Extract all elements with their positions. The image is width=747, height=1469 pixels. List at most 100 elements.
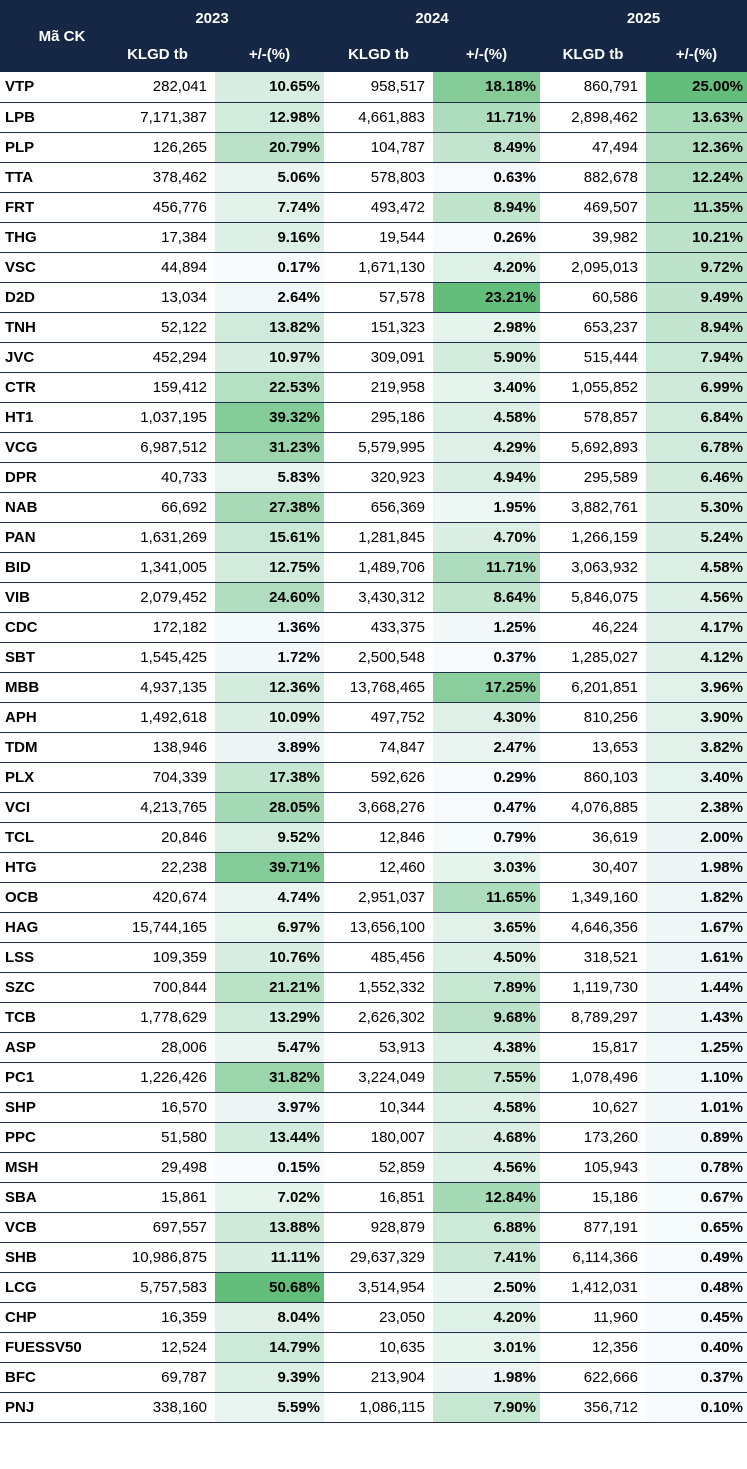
volume-2024-cell: 1,489,706 bbox=[324, 552, 433, 583]
change-2024-cell: 0.37% bbox=[433, 642, 540, 673]
change-2024-cell: 3.65% bbox=[433, 912, 540, 943]
volume-2025-cell: 810,256 bbox=[540, 702, 646, 733]
stock-code-cell: MBB bbox=[0, 672, 100, 703]
volume-2023-cell: 4,937,135 bbox=[100, 672, 215, 703]
change-2024-cell: 3.01% bbox=[433, 1332, 540, 1363]
change-2025-cell: 6.84% bbox=[646, 402, 747, 433]
volume-2024-cell: 19,544 bbox=[324, 222, 433, 253]
stock-code-cell: MSH bbox=[0, 1152, 100, 1183]
change-2023-cell: 9.52% bbox=[215, 822, 324, 853]
change-2023-cell: 13.44% bbox=[215, 1122, 324, 1153]
volume-2025-cell: 295,589 bbox=[540, 462, 646, 493]
volume-2023-cell: 66,692 bbox=[100, 492, 215, 523]
volume-2023-cell: 29,498 bbox=[100, 1152, 215, 1183]
change-2023-cell: 3.89% bbox=[215, 732, 324, 763]
volume-2024-cell: 74,847 bbox=[324, 732, 433, 763]
stock-code-cell: PPC bbox=[0, 1122, 100, 1153]
volume-2024-cell: 2,626,302 bbox=[324, 1002, 433, 1033]
change-2023-cell: 31.82% bbox=[215, 1062, 324, 1093]
change-2025-cell: 6.46% bbox=[646, 462, 747, 493]
table-row: LCG 5,757,583 50.68% 3,514,954 2.50% 1,412,03… bbox=[0, 1272, 747, 1303]
volume-2023-cell: 10,986,875 bbox=[100, 1242, 215, 1273]
change-2023-cell: 3.97% bbox=[215, 1092, 324, 1123]
table-row: LPB 7,171,387 12.98% 4,661,883 11.71% 2,898,4… bbox=[0, 102, 747, 133]
volume-2023-cell: 44,894 bbox=[100, 252, 215, 283]
stock-code-cell: PAN bbox=[0, 522, 100, 553]
change-2025-cell: 0.78% bbox=[646, 1152, 747, 1183]
table-row: CTR 159,412 22.53% 219,958 3.40% 1,055,852 6.9… bbox=[0, 372, 747, 403]
volume-2024-cell: 180,007 bbox=[324, 1122, 433, 1153]
stock-code-cell: THG bbox=[0, 222, 100, 253]
table-row: SBT 1,545,425 1.72% 2,500,548 0.37% 1,285,027… bbox=[0, 642, 747, 673]
volume-2023-cell: 16,359 bbox=[100, 1302, 215, 1333]
stock-code-cell: PLX bbox=[0, 762, 100, 793]
change-2024-cell: 0.47% bbox=[433, 792, 540, 823]
change-2025-cell: 1.67% bbox=[646, 912, 747, 943]
change-2024-cell: 0.63% bbox=[433, 162, 540, 193]
stock-code-cell: TNH bbox=[0, 312, 100, 343]
volume-2023-cell: 69,787 bbox=[100, 1362, 215, 1393]
table-row: VCI 4,213,765 28.05% 3,668,276 0.47% 4,076,88… bbox=[0, 792, 747, 823]
volume-2025-cell: 3,063,932 bbox=[540, 552, 646, 583]
volume-2025-cell: 622,666 bbox=[540, 1362, 646, 1393]
volume-2024-cell: 3,668,276 bbox=[324, 792, 433, 823]
volume-2023-cell: 282,041 bbox=[100, 72, 215, 103]
stock-code-cell: VCB bbox=[0, 1212, 100, 1243]
change-2024-cell: 2.50% bbox=[433, 1272, 540, 1303]
volume-2023-cell: 7,171,387 bbox=[100, 102, 215, 133]
volume-2025-cell: 13,653 bbox=[540, 732, 646, 763]
table-row: PLP 126,265 20.79% 104,787 8.49% 47,494 12.36% bbox=[0, 132, 747, 163]
volume-2025-cell: 469,507 bbox=[540, 192, 646, 223]
change-2025-cell: 0.40% bbox=[646, 1332, 747, 1363]
volume-2023-cell: 700,844 bbox=[100, 972, 215, 1003]
change-2024-cell: 3.03% bbox=[433, 852, 540, 883]
stock-code-cell: CDC bbox=[0, 612, 100, 643]
table-row: PC1 1,226,426 31.82% 3,224,049 7.55% 1,078,49… bbox=[0, 1062, 747, 1093]
change-2024-cell: 7.90% bbox=[433, 1392, 540, 1423]
change-2024-cell: 0.26% bbox=[433, 222, 540, 253]
change-2023-cell: 31.23% bbox=[215, 432, 324, 463]
volume-2023-cell: 51,580 bbox=[100, 1122, 215, 1153]
stock-code-cell: TTA bbox=[0, 162, 100, 193]
change-2024-cell: 8.94% bbox=[433, 192, 540, 223]
table-body: VTP 282,041 10.65% 958,517 18.18% 860,791 25.0… bbox=[0, 72, 747, 1423]
change-2025-cell: 0.37% bbox=[646, 1362, 747, 1393]
volume-2023-cell: 1,631,269 bbox=[100, 522, 215, 553]
volume-2024-cell: 578,803 bbox=[324, 162, 433, 193]
change-2024-cell: 4.56% bbox=[433, 1152, 540, 1183]
stock-code-cell: D2D bbox=[0, 282, 100, 313]
volume-2023-cell: 1,226,426 bbox=[100, 1062, 215, 1093]
volume-2025-cell: 1,119,730 bbox=[540, 972, 646, 1003]
change-2025-cell: 1.01% bbox=[646, 1092, 747, 1123]
volume-2024-cell: 1,281,845 bbox=[324, 522, 433, 553]
volume-2024-cell: 104,787 bbox=[324, 132, 433, 163]
change-2025-cell: 3.40% bbox=[646, 762, 747, 793]
change-2023-cell: 28.05% bbox=[215, 792, 324, 823]
stock-code-cell: TDM bbox=[0, 732, 100, 763]
volume-2023-cell: 1,492,618 bbox=[100, 702, 215, 733]
change-2025-cell: 8.94% bbox=[646, 312, 747, 343]
volume-2025-cell: 5,692,893 bbox=[540, 432, 646, 463]
stock-code-cell: FUESSV50 bbox=[0, 1332, 100, 1363]
volume-2024-cell: 10,344 bbox=[324, 1092, 433, 1123]
table-row: TCL 20,846 9.52% 12,846 0.79% 36,619 2.00% bbox=[0, 822, 747, 853]
change-2023-cell: 12.98% bbox=[215, 102, 324, 133]
change-2025-cell: 12.36% bbox=[646, 132, 747, 163]
volume-2025-cell: 5,846,075 bbox=[540, 582, 646, 613]
change-2023-cell: 22.53% bbox=[215, 372, 324, 403]
change-2024-cell: 0.29% bbox=[433, 762, 540, 793]
volume-2023-cell: 52,122 bbox=[100, 312, 215, 343]
volume-2024-cell: 433,375 bbox=[324, 612, 433, 643]
volume-2023-cell: 452,294 bbox=[100, 342, 215, 373]
change-2023-cell: 11.11% bbox=[215, 1242, 324, 1273]
change-2025-cell: 7.94% bbox=[646, 342, 747, 373]
stock-code-cell: LSS bbox=[0, 942, 100, 973]
volume-2025-cell: 15,817 bbox=[540, 1032, 646, 1063]
volume-2023-cell: 15,744,165 bbox=[100, 912, 215, 943]
table-row: FRT 456,776 7.74% 493,472 8.94% 469,507 11.35% bbox=[0, 192, 747, 223]
volume-2024-cell: 57,578 bbox=[324, 282, 433, 313]
volume-2025-cell: 578,857 bbox=[540, 402, 646, 433]
stock-code-cell: PC1 bbox=[0, 1062, 100, 1093]
change-2025-cell: 1.82% bbox=[646, 882, 747, 913]
change-2023-cell: 5.83% bbox=[215, 462, 324, 493]
